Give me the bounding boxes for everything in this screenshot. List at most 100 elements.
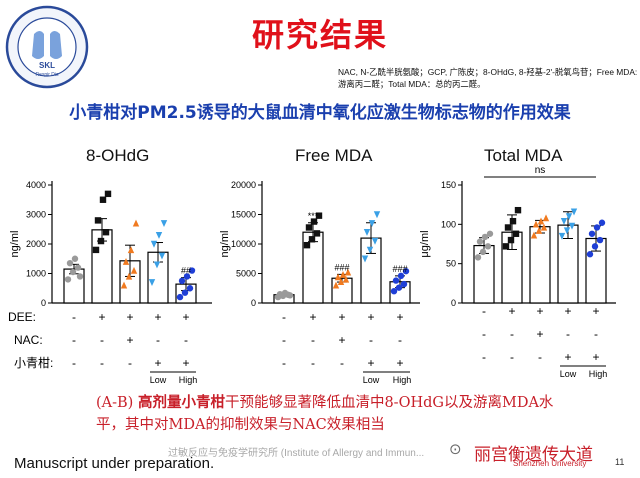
treatment-sign: + <box>536 327 543 341</box>
treatment-sign: + <box>367 310 374 324</box>
treatment-sign: + <box>98 310 105 324</box>
data-point <box>92 246 100 254</box>
treatment-sign: - <box>369 333 373 347</box>
treatment-sign: + <box>564 304 571 318</box>
conclusion-text: (A-B) 高剂量小青柑干预能够显著降低血清中8-OHdG以及游离MDA水平，其… <box>96 392 556 436</box>
y-tick-label: 3000 <box>26 210 46 220</box>
data-point <box>148 279 156 287</box>
data-point <box>310 218 318 225</box>
data-point <box>186 285 194 292</box>
y-axis-label: μg/ml <box>419 230 431 257</box>
data-point <box>125 272 133 280</box>
treatment-sign: - <box>594 327 598 341</box>
treatment-sign: + <box>182 356 189 370</box>
data-point <box>368 220 376 228</box>
data-point <box>512 230 520 237</box>
treatment-sign: - <box>72 356 76 370</box>
data-point <box>303 241 311 249</box>
treatment-sign: - <box>510 327 514 341</box>
treatment-sign: - <box>398 333 402 347</box>
treatment-sign: + <box>564 350 571 364</box>
treatment-sign: + <box>396 356 403 370</box>
y-tick-label: 4000 <box>26 180 46 190</box>
data-point <box>392 277 400 284</box>
data-point <box>532 220 540 228</box>
row-label-dee: DEE: <box>8 310 36 324</box>
data-point <box>540 223 548 231</box>
treatment-sign: - <box>340 356 344 370</box>
data-point <box>395 284 403 291</box>
data-point <box>344 268 352 276</box>
treatment-sign: + <box>338 310 345 324</box>
data-point <box>97 237 105 245</box>
data-point <box>588 230 596 237</box>
data-point <box>178 277 186 285</box>
treatment-sign: - <box>128 356 132 370</box>
row-label-nac: NAC: <box>14 333 43 347</box>
y-tick-label: 5000 <box>236 269 256 279</box>
treatment-sign: - <box>282 356 286 370</box>
conclusion-prefix: (A-B) <box>96 395 138 411</box>
treatment-sign: + <box>338 333 345 347</box>
abbreviation-note: NAC, N-乙酰半胱氨酸；GCP, 广陈皮；8-OHdG, 8-羟基-2'-脱… <box>338 67 638 89</box>
data-point <box>558 232 566 240</box>
data-point <box>537 217 545 225</box>
data-point <box>598 219 606 226</box>
data-point <box>313 230 321 237</box>
chart-title-total-mda: Total MDA <box>484 146 563 165</box>
treatment-sign: - <box>566 327 570 341</box>
data-point <box>400 280 408 288</box>
data-point <box>542 214 550 222</box>
treatment-sign: - <box>311 356 315 370</box>
y-tick-label: 2000 <box>26 239 46 249</box>
y-tick-label: 50 <box>446 259 456 269</box>
data-point <box>363 229 371 236</box>
data-point <box>390 288 398 295</box>
data-point <box>484 243 492 250</box>
page-number: 11 <box>615 457 625 467</box>
y-tick-label: 0 <box>251 298 256 308</box>
y-tick-label: 1000 <box>26 269 46 279</box>
data-point <box>337 278 345 285</box>
data-point <box>481 233 489 241</box>
treatment-sign: - <box>72 310 76 324</box>
logo-text: SKL <box>39 61 55 70</box>
significance-label: ## <box>181 266 191 276</box>
chart-title-8ohdg: 8-OHdG <box>86 146 150 165</box>
data-point <box>127 246 135 254</box>
treatment-sign: + <box>592 304 599 318</box>
treatment-sign: - <box>282 310 286 324</box>
data-point <box>366 246 374 254</box>
treatment-sign: + <box>396 310 403 324</box>
slide-subtitle: 小青柑对PM2.5诱导的大鼠血清中氧化应激生物标志物的作用效果 <box>69 103 571 123</box>
treatment-sign: - <box>510 350 514 364</box>
data-point <box>315 212 323 219</box>
y-axis-label: ng/ml <box>219 231 231 258</box>
data-point <box>334 273 342 281</box>
y-tick-label: 20000 <box>231 180 256 190</box>
data-point <box>130 266 138 274</box>
data-point <box>120 281 128 289</box>
dose-low-label: Low <box>560 369 577 379</box>
y-tick-label: 150 <box>441 180 456 190</box>
data-point <box>64 276 72 283</box>
dose-high-label: High <box>393 375 412 385</box>
wechat-icon: ⊙ <box>449 441 462 458</box>
data-point <box>514 206 522 214</box>
data-point <box>181 289 189 296</box>
treatment-sign: - <box>482 350 486 364</box>
treatment-sign: + <box>126 333 133 347</box>
data-point <box>150 240 158 248</box>
significance-label: ### <box>334 262 349 272</box>
data-point <box>596 236 604 244</box>
data-point <box>342 275 350 283</box>
treatment-sign: - <box>100 333 104 347</box>
data-point <box>502 243 510 250</box>
treatment-sign: + <box>367 356 374 370</box>
treatment-sign: + <box>126 310 133 324</box>
conclusion-bold: 高剂量小青柑 <box>137 394 225 411</box>
chart-title-free-mda: Free MDA <box>295 146 373 165</box>
y-tick-label: 0 <box>41 298 46 308</box>
treatment-sign: - <box>482 327 486 341</box>
